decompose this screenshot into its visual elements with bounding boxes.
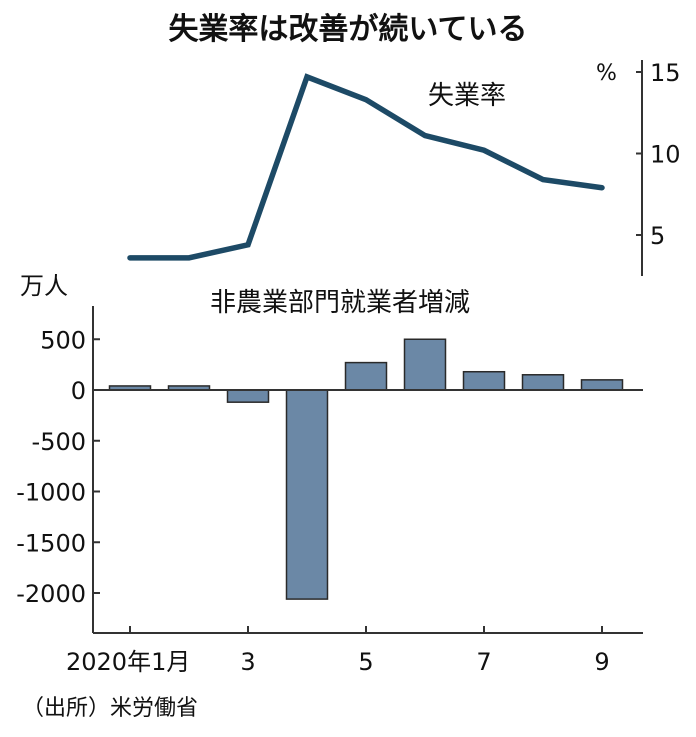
line-y-tick-label: 10	[650, 141, 681, 169]
source-note: （出所）米労働省	[22, 696, 199, 721]
line-y-tick-label: 15	[650, 59, 681, 87]
bar-y-tick-label: -1500	[16, 529, 86, 557]
bar-unit-label: 万人	[20, 272, 68, 300]
bar-y-tick-label: -1000	[16, 479, 86, 507]
bar-y-tick-label: 500	[40, 326, 86, 354]
bar-4	[285, 389, 329, 600]
x-tick-label: 3	[240, 648, 255, 676]
bar-y-tick-label: -500	[32, 428, 86, 456]
unemployment-rate-line	[127, 73, 605, 261]
x-tick-label: 5	[358, 648, 373, 676]
line-y-tick-label: 5	[650, 222, 665, 250]
bar-5	[344, 361, 388, 391]
bar-9	[580, 379, 624, 391]
bar-3	[226, 389, 270, 403]
bar-6	[403, 338, 447, 391]
bar-y-tick-label: 0	[71, 377, 86, 405]
x-tick-label: 9	[594, 648, 609, 676]
x-tick-label: 2020年1月	[66, 648, 190, 676]
bar-y-tick-label: -2000	[16, 580, 86, 608]
bar-8	[521, 374, 565, 391]
chart-title: 失業率は改善が続いている	[168, 12, 528, 47]
x-tick-label: 7	[476, 648, 491, 676]
bar-7	[462, 370, 506, 391]
line-unit-label: %	[596, 61, 617, 86]
line-series-label: 失業率	[428, 81, 506, 111]
bar-chart-title: 非農業部門就業者増減	[210, 288, 470, 318]
